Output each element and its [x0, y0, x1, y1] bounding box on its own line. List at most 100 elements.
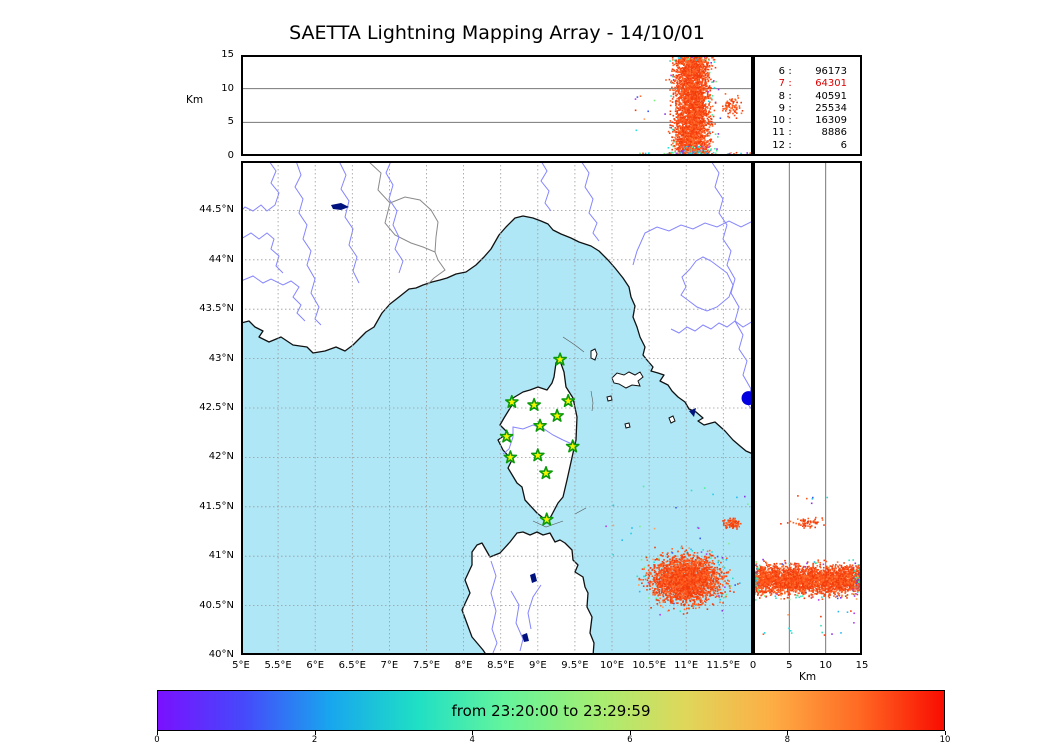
river — [510, 590, 524, 652]
colorbar-time-label: from 23:20:00 to 23:29:59 — [451, 701, 651, 720]
map-ytick: 44.5°N — [199, 204, 234, 216]
colorbar-tick-label: 0 — [154, 735, 160, 745]
map-ytick: 40°N — [208, 649, 234, 660]
map-xtick: 5°E — [232, 660, 250, 671]
lake — [522, 633, 529, 642]
station-star — [561, 393, 576, 408]
sardinia — [461, 531, 595, 655]
blue-marker — [741, 391, 753, 406]
stats-row: 9:25534 — [778, 102, 847, 114]
map-ytick: 42°N — [208, 451, 234, 463]
map-xtick: 9°E — [528, 660, 547, 671]
stats-row: 6:96173 — [778, 66, 847, 77]
stats-row: 7:64301 — [778, 78, 847, 90]
station-star — [550, 408, 565, 422]
island — [624, 422, 631, 429]
colorbar-tick-label: 6 — [627, 735, 633, 745]
river — [632, 220, 753, 266]
colorbar-tick-label: 4 — [469, 735, 475, 745]
station-star — [539, 465, 553, 480]
contour-line — [532, 520, 564, 528]
river — [294, 161, 322, 326]
colorbar-tickmark — [945, 731, 946, 735]
map-ytick: 42.5°N — [199, 402, 234, 413]
map-xtick: 8.5°E — [487, 660, 515, 671]
map-xtick: 6.5°E — [338, 660, 366, 671]
map-ytick: 41.5°N — [199, 500, 234, 512]
island — [590, 348, 598, 361]
top-panel-ytick: 0 — [227, 150, 234, 161]
map-xtick: 5.5°E — [264, 660, 292, 671]
river — [502, 424, 573, 455]
right-panel-xtick: 15 — [855, 660, 869, 671]
station-star — [527, 397, 542, 411]
map-xtick: 7.5°E — [412, 660, 441, 671]
geographic-map — [241, 161, 753, 655]
river — [338, 161, 360, 284]
right-panel-x-axis-label: Km — [798, 671, 817, 683]
river — [580, 161, 600, 242]
right-panel-xtick: 10 — [819, 660, 833, 671]
island — [668, 415, 676, 424]
altitude-longitude-scatter — [241, 55, 753, 156]
sea — [241, 216, 753, 655]
island — [606, 395, 613, 402]
top-panel-ytick: 5 — [227, 116, 234, 128]
map-xtick: 11°E — [674, 660, 699, 671]
river — [670, 320, 753, 334]
station-star — [499, 429, 514, 443]
colorbar-tickmark — [157, 731, 158, 735]
map-xtick: 11.5°E — [706, 660, 741, 671]
river — [490, 560, 498, 654]
map-xtick: 10°E — [599, 660, 625, 671]
colorbar-tickmark — [314, 731, 316, 735]
corsica — [497, 357, 578, 523]
river — [241, 161, 280, 212]
altitude-latitude-scatter — [753, 161, 862, 655]
top-panel-y-axis-label: Km — [186, 94, 204, 106]
station-star — [553, 352, 568, 366]
stats-row: 8:40591 — [778, 90, 847, 102]
stats-legend: 6:96173 7:64301 8:40591 9:25534 10:16309 11:8… — [753, 55, 862, 156]
map-ytick: 40.5°N — [199, 599, 234, 611]
river — [241, 275, 306, 322]
lake — [530, 573, 537, 583]
top-panel-ytick: 15 — [221, 49, 234, 60]
river — [385, 161, 404, 274]
colorbar-tickmark — [787, 731, 789, 735]
river — [241, 232, 284, 274]
station-star — [539, 512, 554, 526]
right-panel-xtick: 5 — [786, 660, 793, 671]
map-ytick: 43.5°N — [199, 303, 234, 315]
country-border — [367, 161, 446, 286]
colorbar-tickmark — [629, 731, 631, 735]
right-panel-xtick: 0 — [749, 660, 757, 671]
top-panel-ytick: 10 — [221, 82, 234, 94]
lake — [689, 408, 696, 417]
contour-line — [574, 507, 587, 515]
map-ytick: 44°N — [208, 253, 234, 265]
country-border — [389, 196, 439, 253]
coastline — [241, 215, 753, 455]
station-star — [503, 450, 518, 464]
lake — [331, 203, 349, 210]
stats-row: 12:6 — [772, 139, 847, 151]
colorbar-tick-label: 10 — [939, 735, 951, 745]
river — [527, 584, 542, 630]
river — [540, 161, 552, 212]
contour-line — [590, 390, 594, 412]
map-xtick: 9.5°E — [561, 660, 589, 671]
map-xtick: 7°E — [380, 660, 399, 671]
map-ytick: 41°N — [208, 550, 234, 562]
colorbar-tickmark — [472, 731, 474, 735]
map-xtick: 8°E — [454, 660, 473, 671]
lightning-sources-right — [753, 495, 862, 636]
colorbar-tick-label: 8 — [784, 735, 791, 745]
lightning-sources-map — [605, 485, 749, 616]
map-xtick: 6°E — [306, 660, 325, 671]
station-star — [533, 418, 547, 432]
lightning-sources-top — [634, 55, 752, 156]
chart-title: SAETTA Lightning Mapping Array - 14/10/0… — [289, 22, 705, 44]
map-xtick: 10.5°E — [632, 660, 666, 671]
